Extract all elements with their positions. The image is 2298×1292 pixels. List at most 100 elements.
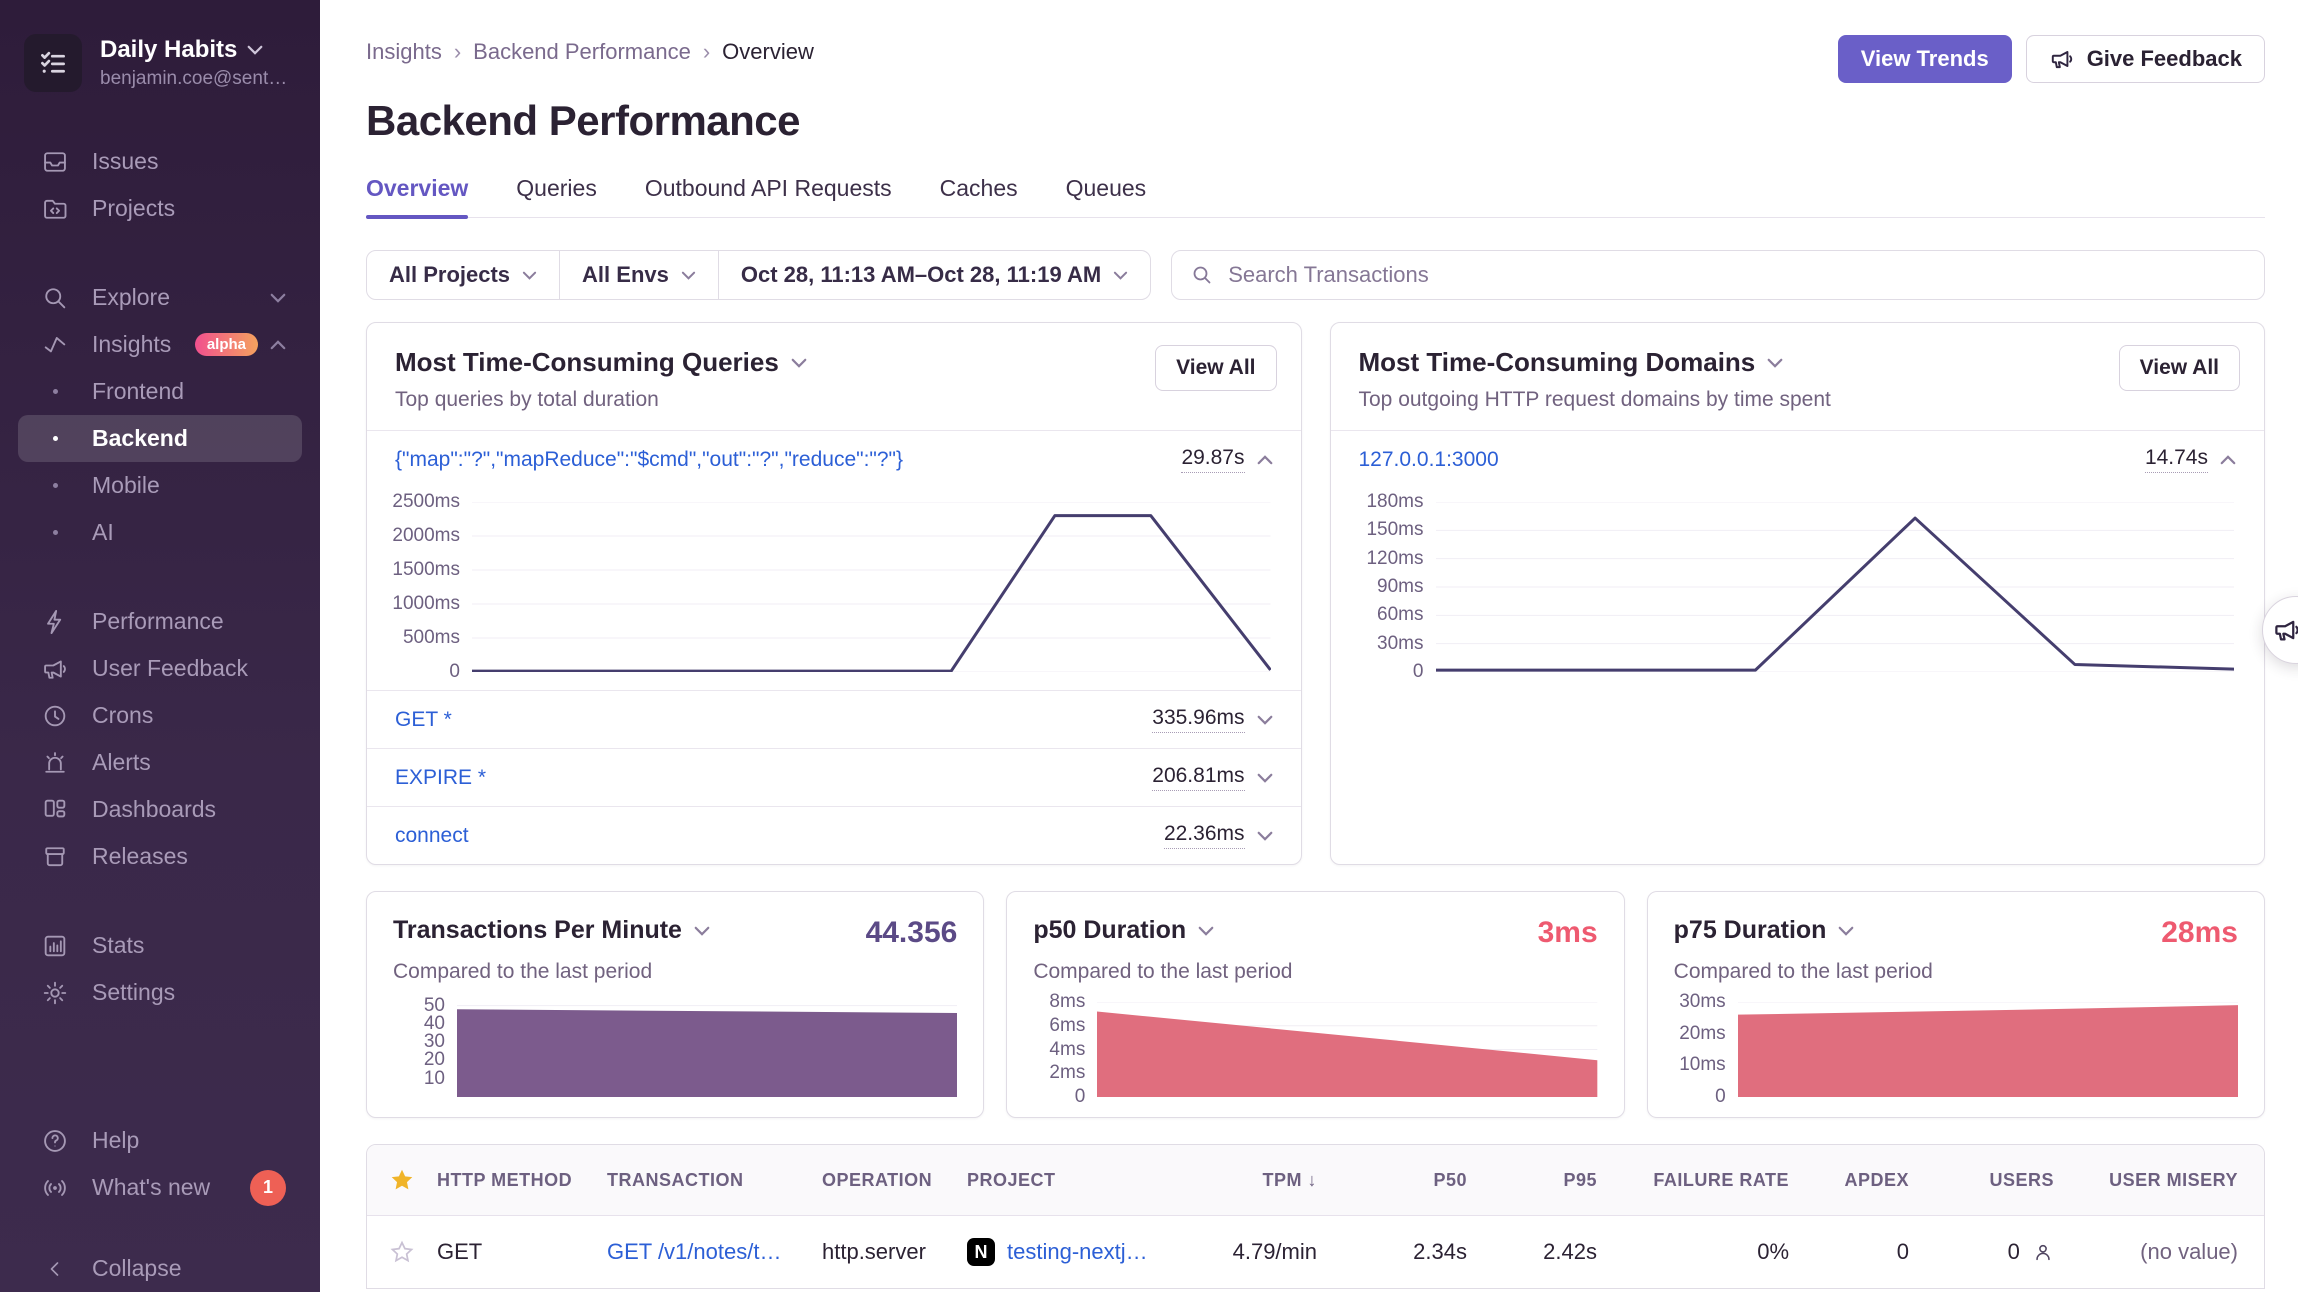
chevron-down-icon[interactable]	[1767, 358, 1783, 368]
query-total-time[interactable]: 206.81ms	[1152, 764, 1244, 791]
col-project[interactable]: PROJECT	[967, 1148, 1182, 1213]
col-operation[interactable]: OPERATION	[822, 1148, 967, 1213]
chevron-down-icon[interactable]	[1257, 715, 1273, 725]
query-link[interactable]: {"map":"?","mapReduce":"$cmd","out":"?",…	[395, 448, 903, 472]
search-transactions-input[interactable]	[1228, 262, 2246, 288]
breadcrumb-separator: ›	[454, 39, 461, 65]
chevron-down-icon	[522, 271, 537, 280]
tab-bar: Overview Queries Outbound API Requests C…	[366, 175, 2265, 218]
sidebar-item-help[interactable]: Help	[0, 1117, 320, 1164]
col-p95[interactable]: P95	[1467, 1148, 1597, 1213]
favorites-column-star-icon[interactable]	[367, 1145, 437, 1215]
archive-box-icon	[40, 843, 70, 871]
col-users[interactable]: USERS	[1909, 1148, 2054, 1213]
chevron-down-icon[interactable]	[1257, 831, 1273, 841]
cell-http-method: GET	[437, 1217, 607, 1287]
transactions-table: HTTP METHOD TRANSACTION OPERATION PROJEC…	[366, 1144, 2265, 1289]
query-link[interactable]: EXPIRE *	[395, 766, 486, 790]
inbox-icon	[40, 148, 70, 176]
sidebar-item-releases[interactable]: Releases	[0, 833, 320, 880]
query-total-time[interactable]: 335.96ms	[1152, 706, 1244, 733]
org-email: benjamin.coe@sent…	[100, 68, 287, 90]
col-user-misery[interactable]: USER MISERY	[2054, 1148, 2264, 1213]
sidebar-item-crons[interactable]: Crons	[0, 692, 320, 739]
date-range-label: Oct 28, 11:13 AM–Oct 28, 11:19 AM	[741, 262, 1101, 288]
query-total-time[interactable]: 22.36ms	[1164, 822, 1245, 849]
cell-p50: 2.34s	[1317, 1217, 1467, 1287]
project-filter[interactable]: All Projects	[367, 251, 559, 299]
col-tpm-sorted[interactable]: TPM ↓	[1182, 1148, 1317, 1213]
sidebar-item-backend[interactable]: Backend	[18, 415, 302, 462]
page-title: Backend Performance	[366, 97, 2265, 145]
sidebar-item-user-feedback[interactable]: User Feedback	[0, 645, 320, 692]
cell-operation: http.server	[822, 1217, 967, 1287]
date-range-filter[interactable]: Oct 28, 11:13 AM–Oct 28, 11:19 AM	[718, 251, 1150, 299]
chevron-down-icon[interactable]	[791, 358, 807, 368]
gear-icon	[40, 979, 70, 1007]
domains-view-all-button[interactable]: View All	[2119, 345, 2240, 391]
sidebar-item-explore[interactable]: Explore	[0, 274, 320, 321]
org-avatar	[24, 34, 82, 92]
sidebar-item-issues[interactable]: Issues	[0, 138, 320, 185]
view-trends-button[interactable]: View Trends	[1838, 35, 2012, 83]
tab-outbound-api-requests[interactable]: Outbound API Requests	[645, 175, 892, 217]
chevron-up-icon[interactable]	[1257, 455, 1273, 465]
col-apdex[interactable]: APDEX	[1789, 1148, 1909, 1213]
col-p50[interactable]: P50	[1317, 1148, 1467, 1213]
sidebar-item-insights[interactable]: Insights alpha	[0, 321, 320, 368]
sidebar-item-label: Performance	[92, 608, 224, 635]
col-failure-rate[interactable]: FAILURE RATE	[1597, 1148, 1789, 1213]
row-star-toggle[interactable]	[367, 1217, 437, 1287]
tab-queries[interactable]: Queries	[516, 175, 597, 217]
sidebar-item-frontend[interactable]: Frontend	[0, 368, 320, 415]
chevron-down-icon[interactable]	[1257, 773, 1273, 783]
sidebar-item-label: Frontend	[92, 378, 184, 405]
sidebar-item-mobile[interactable]: Mobile	[0, 462, 320, 509]
breadcrumb-backend-performance[interactable]: Backend Performance	[473, 39, 691, 65]
domain-total-time[interactable]: 14.74s	[2145, 446, 2208, 473]
give-feedback-button[interactable]: Give Feedback	[2026, 35, 2265, 83]
domain-row-expanded: 127.0.0.1:3000 14.74s	[1331, 430, 2265, 488]
tpm-subtitle: Compared to the last period	[393, 960, 957, 984]
col-transaction[interactable]: TRANSACTION	[607, 1148, 822, 1213]
query-link[interactable]: GET *	[395, 708, 452, 732]
checklist-icon	[36, 46, 70, 80]
chevron-down-icon[interactable]	[1838, 926, 1854, 936]
tpm-value: 44.356	[866, 916, 958, 950]
sidebar-item-label: Explore	[92, 284, 170, 311]
clock-icon	[40, 702, 70, 730]
query-total-time[interactable]: 29.87s	[1181, 446, 1244, 473]
sidebar-item-dashboards[interactable]: Dashboards	[0, 786, 320, 833]
org-name: Daily Habits	[100, 36, 237, 64]
chevron-down-icon[interactable]	[1198, 926, 1214, 936]
query-link[interactable]: connect	[395, 824, 469, 848]
chevron-up-icon[interactable]	[2220, 455, 2236, 465]
tab-caches[interactable]: Caches	[940, 175, 1018, 217]
environment-filter[interactable]: All Envs	[559, 251, 718, 299]
alpha-badge: alpha	[195, 333, 258, 356]
org-switcher[interactable]: Daily Habits benjamin.coe@sent…	[0, 26, 320, 98]
sidebar-item-alerts[interactable]: Alerts	[0, 739, 320, 786]
chevron-down-icon[interactable]	[694, 926, 710, 936]
sidebar-item-performance[interactable]: Performance	[0, 598, 320, 645]
chevron-down-icon	[247, 45, 263, 55]
sidebar-item-projects[interactable]: Projects	[0, 185, 320, 232]
sidebar-item-settings[interactable]: Settings	[0, 969, 320, 1016]
queries-view-all-button[interactable]: View All	[1155, 345, 1276, 391]
transaction-link[interactable]: GET /v1/notes/t…	[607, 1239, 781, 1264]
sidebar-collapse-button[interactable]: Collapse	[0, 1245, 320, 1292]
cell-failure-rate: 0%	[1597, 1217, 1789, 1287]
sidebar-item-label: Issues	[92, 148, 158, 175]
col-http-method[interactable]: HTTP METHOD	[437, 1148, 607, 1213]
domain-link[interactable]: 127.0.0.1:3000	[1359, 448, 1499, 472]
bullet-icon	[40, 530, 70, 535]
sidebar-item-ai[interactable]: AI	[0, 509, 320, 556]
sidebar-item-whats-new[interactable]: What's new 1	[0, 1164, 320, 1211]
sidebar-item-stats[interactable]: Stats	[0, 922, 320, 969]
query-row: EXPIRE * 206.81ms	[367, 748, 1301, 806]
project-link[interactable]: testing-nextj…	[1007, 1239, 1148, 1265]
tab-overview[interactable]: Overview	[366, 175, 468, 217]
sidebar-item-label: Collapse	[92, 1255, 182, 1282]
breadcrumb-insights[interactable]: Insights	[366, 39, 442, 65]
tab-queues[interactable]: Queues	[1066, 175, 1147, 217]
